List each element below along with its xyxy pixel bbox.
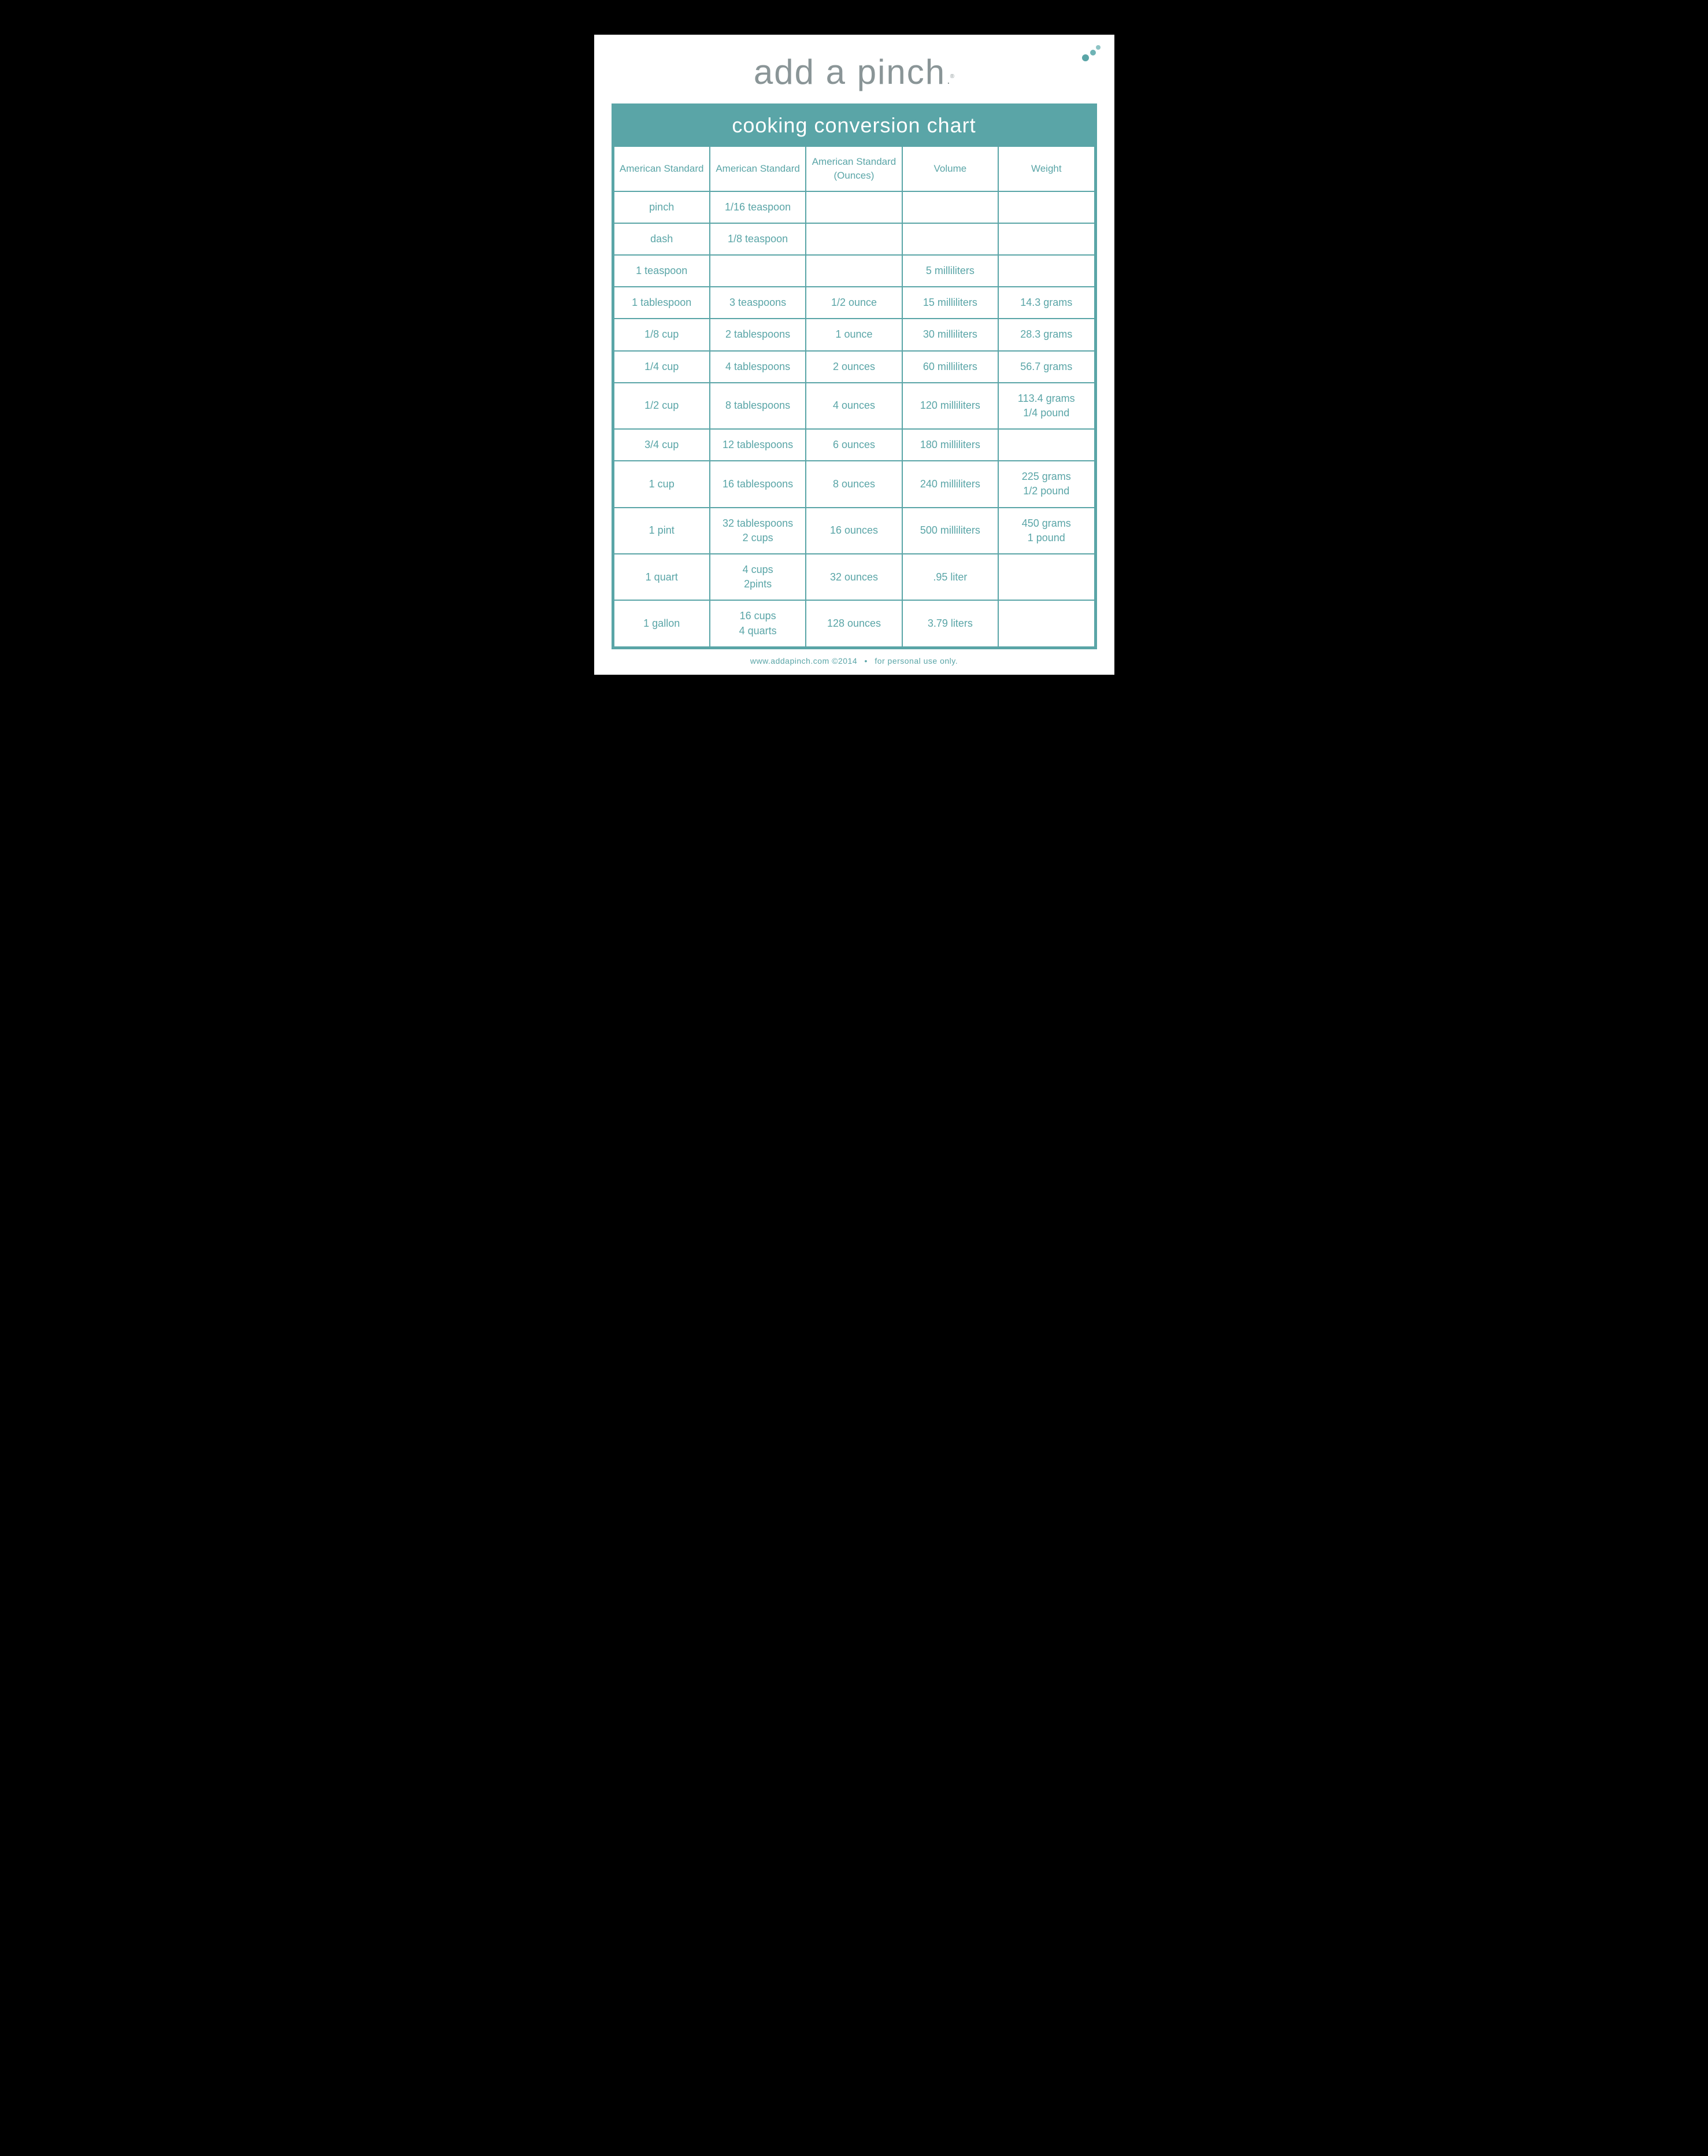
cell: 5 milliliters	[902, 255, 998, 287]
cell: 32 tablespoons2 cups	[710, 508, 806, 554]
conversion-table: American Standard American Standard Amer…	[613, 146, 1095, 648]
cell: 3 teaspoons	[710, 287, 806, 319]
cell: 225 grams1/2 pound	[998, 461, 1094, 507]
cell: 120 milliliters	[902, 383, 998, 429]
table-header-row: American Standard American Standard Amer…	[614, 146, 1095, 191]
cell: 1/2 cup	[614, 383, 710, 429]
footer-site: www.addapinch.com	[750, 656, 829, 665]
cell	[806, 191, 902, 223]
cell: pinch	[614, 191, 710, 223]
document-page: add a pinch.® cooking conversion chart A…	[594, 35, 1114, 675]
cell: 3/4 cup	[614, 429, 710, 461]
cell: 60 milliliters	[902, 351, 998, 383]
cell	[998, 600, 1094, 646]
chart-title: cooking conversion chart	[613, 105, 1095, 146]
cell: 8 tablespoons	[710, 383, 806, 429]
col-header-3: Volume	[902, 146, 998, 191]
table-row: 3/4 cup12 tablespoons6 ounces180 millili…	[614, 429, 1095, 461]
table-row: 1 pint32 tablespoons2 cups16 ounces500 m…	[614, 508, 1095, 554]
table-body: pinch1/16 teaspoon dash1/8 teaspoon 1 te…	[614, 191, 1095, 647]
cell: 32 ounces	[806, 554, 902, 600]
cell: 500 milliliters	[902, 508, 998, 554]
cell: 2 ounces	[806, 351, 902, 383]
cell: 6 ounces	[806, 429, 902, 461]
cell: 16 tablespoons	[710, 461, 806, 507]
cell	[998, 223, 1094, 255]
cell: 16 cups4 quarts	[710, 600, 806, 646]
cell	[902, 191, 998, 223]
cell: 1 quart	[614, 554, 710, 600]
cell: 4 ounces	[806, 383, 902, 429]
brand-logo: add a pinch.®	[612, 52, 1097, 92]
table-row: 1/8 cup2 tablespoons1 ounce30 milliliter…	[614, 319, 1095, 350]
cell: dash	[614, 223, 710, 255]
table-row: 1 cup16 tablespoons8 ounces240 millilite…	[614, 461, 1095, 507]
cell: 180 milliliters	[902, 429, 998, 461]
cell: 1 gallon	[614, 600, 710, 646]
footer: www.addapinch.com ©2014 • for personal u…	[612, 649, 1097, 669]
cell: 113.4 grams1/4 pound	[998, 383, 1094, 429]
cell	[806, 255, 902, 287]
table-row: 1 teaspoon 5 milliliters	[614, 255, 1095, 287]
table-row: 1 quart4 cups2pints32 ounces.95 liter	[614, 554, 1095, 600]
cell: .95 liter	[902, 554, 998, 600]
logo-period: .	[947, 74, 950, 87]
logo-text: add a pinch	[754, 52, 946, 92]
cell: 28.3 grams	[998, 319, 1094, 350]
cell: 56.7 grams	[998, 351, 1094, 383]
cell: 1 tablespoon	[614, 287, 710, 319]
cell	[998, 255, 1094, 287]
footer-note: for personal use only.	[875, 656, 958, 665]
table-row: pinch1/16 teaspoon	[614, 191, 1095, 223]
footer-copyright: ©2014	[832, 656, 857, 665]
cell	[710, 255, 806, 287]
cell: 3.79 liters	[902, 600, 998, 646]
table-row: 1 gallon16 cups4 quarts128 ounces3.79 li…	[614, 600, 1095, 646]
conversion-chart: cooking conversion chart American Standa…	[612, 103, 1097, 649]
cell: 128 ounces	[806, 600, 902, 646]
table-row: 1/4 cup4 tablespoons2 ounces60 millilite…	[614, 351, 1095, 383]
cell	[998, 191, 1094, 223]
cell: 1/4 cup	[614, 351, 710, 383]
col-header-4: Weight	[998, 146, 1094, 191]
cell	[998, 554, 1094, 600]
cell: 12 tablespoons	[710, 429, 806, 461]
cell: 1/16 teaspoon	[710, 191, 806, 223]
cell: 16 ounces	[806, 508, 902, 554]
cell: 14.3 grams	[998, 287, 1094, 319]
cell: 1 pint	[614, 508, 710, 554]
col-header-0: American Standard	[614, 146, 710, 191]
table-row: dash1/8 teaspoon	[614, 223, 1095, 255]
col-header-2: American Standard (Ounces)	[806, 146, 902, 191]
cell: 2 tablespoons	[710, 319, 806, 350]
cell: 1/2 ounce	[806, 287, 902, 319]
col-header-1: American Standard	[710, 146, 806, 191]
cell: 1 teaspoon	[614, 255, 710, 287]
cell: 4 tablespoons	[710, 351, 806, 383]
logo-registered-mark: ®	[950, 73, 954, 80]
cell: 1 cup	[614, 461, 710, 507]
cell	[902, 223, 998, 255]
cell: 240 milliliters	[902, 461, 998, 507]
cell: 1/8 cup	[614, 319, 710, 350]
table-row: 1 tablespoon3 teaspoons1/2 ounce15 milli…	[614, 287, 1095, 319]
cell	[806, 223, 902, 255]
cell: 1 ounce	[806, 319, 902, 350]
footer-separator: •	[865, 656, 868, 665]
cell: 8 ounces	[806, 461, 902, 507]
table-row: 1/2 cup8 tablespoons4 ounces120 millilit…	[614, 383, 1095, 429]
cell: 1/8 teaspoon	[710, 223, 806, 255]
cell	[998, 429, 1094, 461]
cell: 4 cups2pints	[710, 554, 806, 600]
cell: 30 milliliters	[902, 319, 998, 350]
cell: 450 grams1 pound	[998, 508, 1094, 554]
cell: 15 milliliters	[902, 287, 998, 319]
